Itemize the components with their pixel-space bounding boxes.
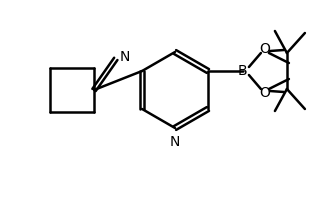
Text: B: B (238, 64, 248, 78)
Text: O: O (259, 42, 270, 56)
Text: N: N (170, 135, 180, 149)
Text: O: O (259, 86, 270, 100)
Text: N: N (120, 50, 130, 64)
